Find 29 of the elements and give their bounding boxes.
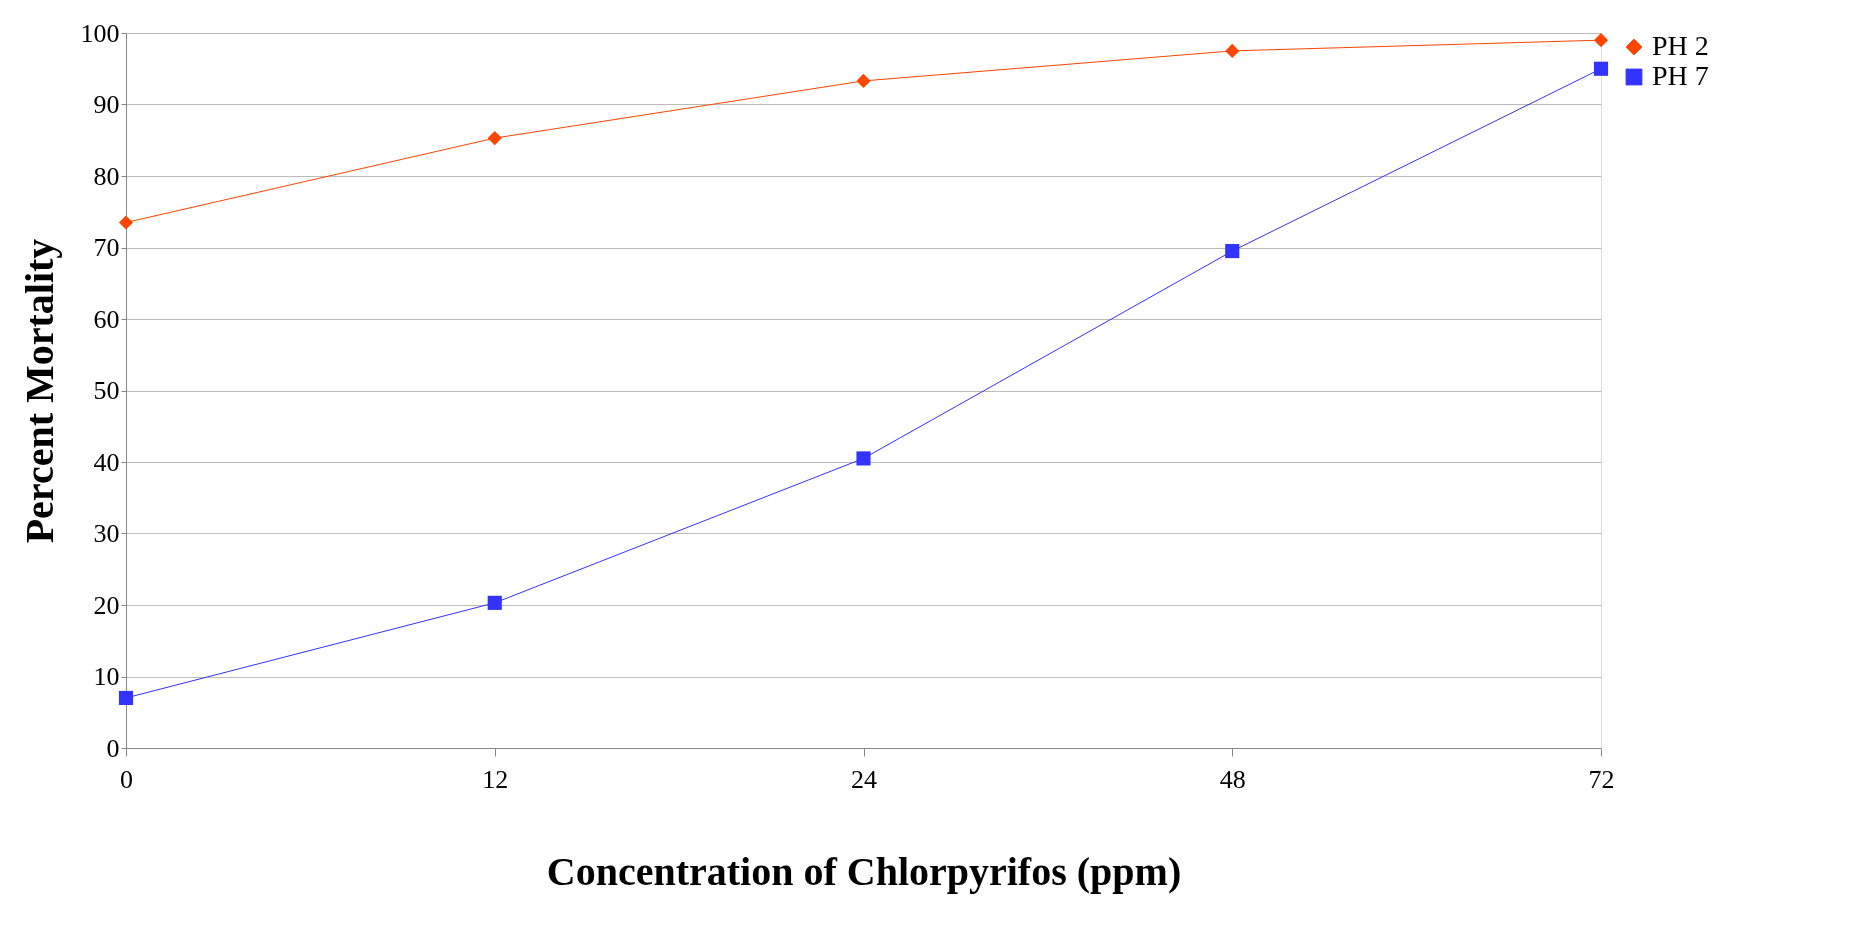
point xyxy=(118,690,134,706)
y-axis-title: Percent Mortality xyxy=(16,238,62,544)
point xyxy=(1225,43,1240,58)
legend-label: PH 7 xyxy=(1652,60,1709,91)
y-tick-label: 20 xyxy=(93,590,120,620)
y-tick-label: 40 xyxy=(93,447,120,477)
y-tick-label: 100 xyxy=(80,18,120,48)
point xyxy=(1593,61,1609,76)
y-tick-label: 80 xyxy=(93,161,120,191)
x-axis-title: Concentration of Chlorpyrifos (ppm) xyxy=(546,848,1182,894)
x-tick-label: 72 xyxy=(1588,764,1615,794)
legend-label: PH 2 xyxy=(1652,30,1709,61)
y-tick-label: 10 xyxy=(93,662,120,691)
y-tick-label: 0 xyxy=(106,733,120,763)
point xyxy=(1225,244,1240,259)
x-tick-label: 12 xyxy=(482,764,509,794)
point xyxy=(856,73,871,88)
y-tick-label: 90 xyxy=(93,90,120,119)
point xyxy=(487,131,502,146)
x-tick-label: 24 xyxy=(851,764,877,794)
y-tick-label: 70 xyxy=(93,233,120,262)
x-tick-label: 48 xyxy=(1219,764,1246,794)
y-tick-label: 60 xyxy=(93,304,120,334)
point xyxy=(118,215,134,230)
point xyxy=(856,451,871,466)
point xyxy=(1593,33,1609,48)
point xyxy=(487,595,502,610)
y-tick-label: 50 xyxy=(93,376,120,405)
y-tick-label: 30 xyxy=(93,519,120,548)
